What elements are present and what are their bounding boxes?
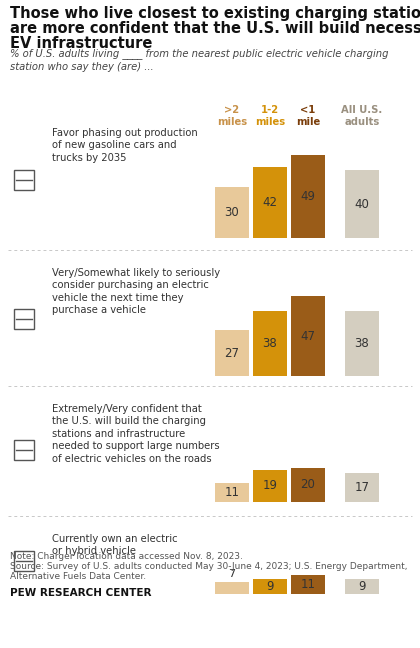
Text: EV infrastructure: EV infrastructure bbox=[10, 36, 152, 51]
Text: Favor phasing out production
of new gasoline cars and
trucks by 2035: Favor phasing out production of new gaso… bbox=[52, 128, 198, 163]
Bar bbox=[14, 309, 34, 329]
Bar bbox=[345, 473, 379, 502]
Bar bbox=[14, 440, 34, 460]
Text: 49: 49 bbox=[300, 190, 315, 203]
Text: Extremely/Very confident that
the U.S. will build the charging
stations and infr: Extremely/Very confident that the U.S. w… bbox=[52, 404, 220, 463]
Bar bbox=[345, 170, 379, 238]
Text: 42: 42 bbox=[262, 196, 278, 209]
Text: 38: 38 bbox=[262, 337, 277, 350]
Text: 30: 30 bbox=[225, 206, 239, 219]
Text: are more confident that the U.S. will build necessary: are more confident that the U.S. will bu… bbox=[10, 21, 420, 36]
Text: 1-2
miles: 1-2 miles bbox=[255, 105, 285, 126]
Text: 11: 11 bbox=[300, 578, 315, 591]
Text: 11: 11 bbox=[225, 486, 239, 499]
Text: <1
mile: <1 mile bbox=[296, 105, 320, 126]
Bar bbox=[14, 170, 34, 190]
Bar bbox=[253, 470, 287, 502]
Text: Very/Somewhat likely to seriously
consider purchasing an electric
vehicle the ne: Very/Somewhat likely to seriously consid… bbox=[52, 268, 220, 315]
Bar bbox=[291, 468, 325, 502]
Bar bbox=[215, 483, 249, 502]
Bar bbox=[253, 312, 287, 376]
Text: 20: 20 bbox=[301, 478, 315, 491]
Text: 17: 17 bbox=[354, 481, 370, 494]
Text: Alternative Fuels Data Center.: Alternative Fuels Data Center. bbox=[10, 572, 146, 581]
Bar bbox=[291, 296, 325, 376]
Bar bbox=[253, 579, 287, 594]
Bar bbox=[215, 330, 249, 376]
Bar bbox=[253, 167, 287, 238]
Text: Note: Charger location data accessed Nov. 8, 2023.: Note: Charger location data accessed Nov… bbox=[10, 552, 243, 561]
Text: All U.S.
adults: All U.S. adults bbox=[341, 105, 383, 126]
Text: 19: 19 bbox=[262, 480, 278, 492]
Text: 47: 47 bbox=[300, 330, 315, 343]
Bar bbox=[14, 551, 34, 571]
Text: 7: 7 bbox=[228, 569, 236, 579]
Text: Those who live closest to existing charging stations: Those who live closest to existing charg… bbox=[10, 6, 420, 21]
Text: 40: 40 bbox=[354, 198, 370, 211]
Bar bbox=[215, 582, 249, 594]
Text: PEW RESEARCH CENTER: PEW RESEARCH CENTER bbox=[10, 588, 152, 598]
Text: 27: 27 bbox=[225, 347, 239, 360]
Text: >2
miles: >2 miles bbox=[217, 105, 247, 126]
Bar bbox=[215, 187, 249, 238]
Bar bbox=[291, 155, 325, 238]
Text: 9: 9 bbox=[266, 580, 274, 593]
Text: % of U.S. adults living ____ from the nearest public electric vehicle charging
s: % of U.S. adults living ____ from the ne… bbox=[10, 48, 388, 72]
Bar bbox=[345, 579, 379, 594]
Text: 38: 38 bbox=[354, 337, 369, 350]
Bar bbox=[291, 575, 325, 594]
Text: Source: Survey of U.S. adults conducted May 30-June 4, 2023; U.S. Energy Departm: Source: Survey of U.S. adults conducted … bbox=[10, 562, 407, 571]
Text: Currently own an electric
or hybrid vehicle: Currently own an electric or hybrid vehi… bbox=[52, 534, 178, 557]
Text: 9: 9 bbox=[358, 580, 366, 593]
Bar bbox=[345, 312, 379, 376]
